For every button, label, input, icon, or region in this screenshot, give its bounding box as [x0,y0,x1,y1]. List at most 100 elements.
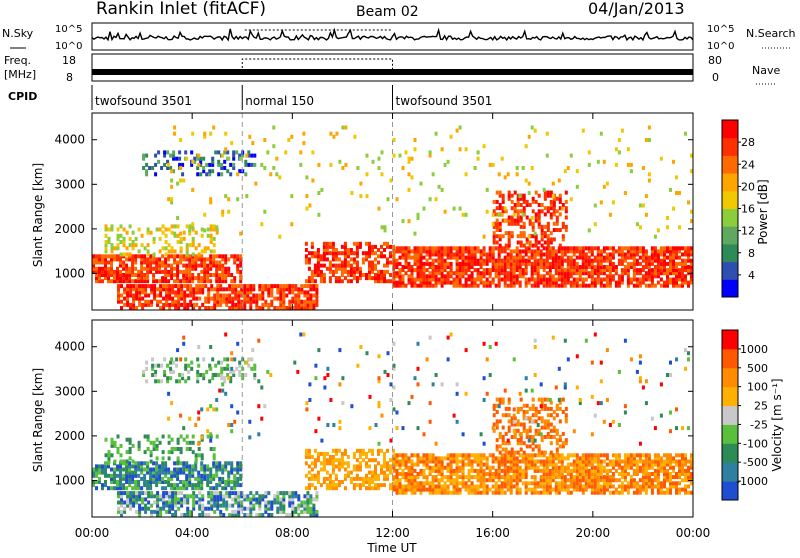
heat-cell [520,398,523,402]
heat-cell [165,510,168,514]
heat-cell [541,225,544,229]
heat-cell [381,150,384,154]
heat-cell [101,279,104,283]
heat-cell [636,246,639,250]
heat-cell [645,453,648,457]
heat-cell [151,357,154,361]
heat-cell [143,468,146,472]
heat-cell [462,213,465,217]
colorbar-tick-label: 8 [748,247,755,260]
heat-cell [123,287,126,291]
heat-cell [672,246,675,250]
heat-cell [517,438,520,442]
heat-cell [157,379,160,383]
heat-cell [154,379,157,383]
heat-cell [588,271,591,275]
heat-cell [141,284,144,288]
heat-cell [591,259,594,263]
heat-cell [105,438,108,442]
heat-cell [317,471,320,475]
heat-cell [471,271,474,275]
cpid-mode-label: twofsound 3501 [396,94,493,108]
heat-cell [486,253,489,257]
heat-cell [585,284,588,288]
heat-cell [144,246,147,250]
heat-cell [365,474,368,478]
heat-cell [389,458,392,462]
heat-cell [645,284,648,288]
heat-cell [117,435,120,439]
heat-cell [493,404,496,408]
heat-cell [453,478,456,482]
heat-cell [502,398,505,402]
heat-cell [225,294,228,298]
heat-cell [565,206,568,210]
heat-cell [252,504,255,508]
heat-cell [553,410,556,414]
heat-cell [129,243,132,247]
heat-cell [483,453,486,457]
heat-cell [111,243,114,247]
heat-cell [633,453,636,457]
heat-cell [120,234,123,238]
heat-cell [134,279,137,283]
heat-cell [144,435,147,439]
heat-cell [517,234,520,238]
heat-cell [107,254,110,258]
heat-cell [179,279,182,283]
heat-cell [353,267,356,271]
heat-cell [276,297,279,301]
heat-cell [453,469,456,473]
heat-cell [252,294,255,298]
heat-cell [429,246,432,250]
heat-cell [423,207,426,211]
heat-cell [362,458,365,462]
heat-cell [135,237,138,241]
heat-cell [543,460,546,464]
heat-cell [107,474,110,478]
heat-cell [249,497,252,501]
heat-cell [555,249,558,253]
heat-cell [166,150,169,154]
heat-cell [185,157,188,161]
heat-cell [522,481,525,485]
freq-label-line1: Freq. [4,54,31,67]
heat-cell [129,224,132,228]
heat-cell [309,507,312,511]
heat-cell [459,262,462,266]
heat-cell [501,475,504,479]
heat-cell [570,453,573,457]
heat-cell [687,485,690,489]
heat-cell [523,222,526,226]
heat-cell [609,469,612,473]
heat-cell [198,491,201,495]
heat-cell [204,284,207,288]
y-tick-label: 2000 [54,222,85,236]
heat-cell [211,169,214,173]
heat-cell [177,284,180,288]
heat-cell [559,419,562,423]
heat-cell [547,419,550,423]
heat-cell [386,474,389,478]
heat-cell [380,270,383,274]
heat-cell [429,271,432,275]
heat-cell [386,449,389,453]
heat-cell [183,284,186,288]
heat-cell [246,284,249,288]
heat-cell [408,262,411,266]
heat-cell [612,246,615,250]
heat-cell [353,483,356,487]
heat-cell [243,507,246,511]
heat-cell [234,491,237,495]
heat-cell [529,444,532,448]
heat-cell [546,271,549,275]
heat-cell [405,150,408,154]
heat-cell [270,300,273,304]
heat-cell [405,485,408,489]
heat-cell [195,494,198,498]
heat-cell [528,235,531,239]
heat-cell [305,486,308,490]
heat-cell [126,246,129,250]
heat-cell [405,284,408,288]
heat-cell [326,452,329,456]
